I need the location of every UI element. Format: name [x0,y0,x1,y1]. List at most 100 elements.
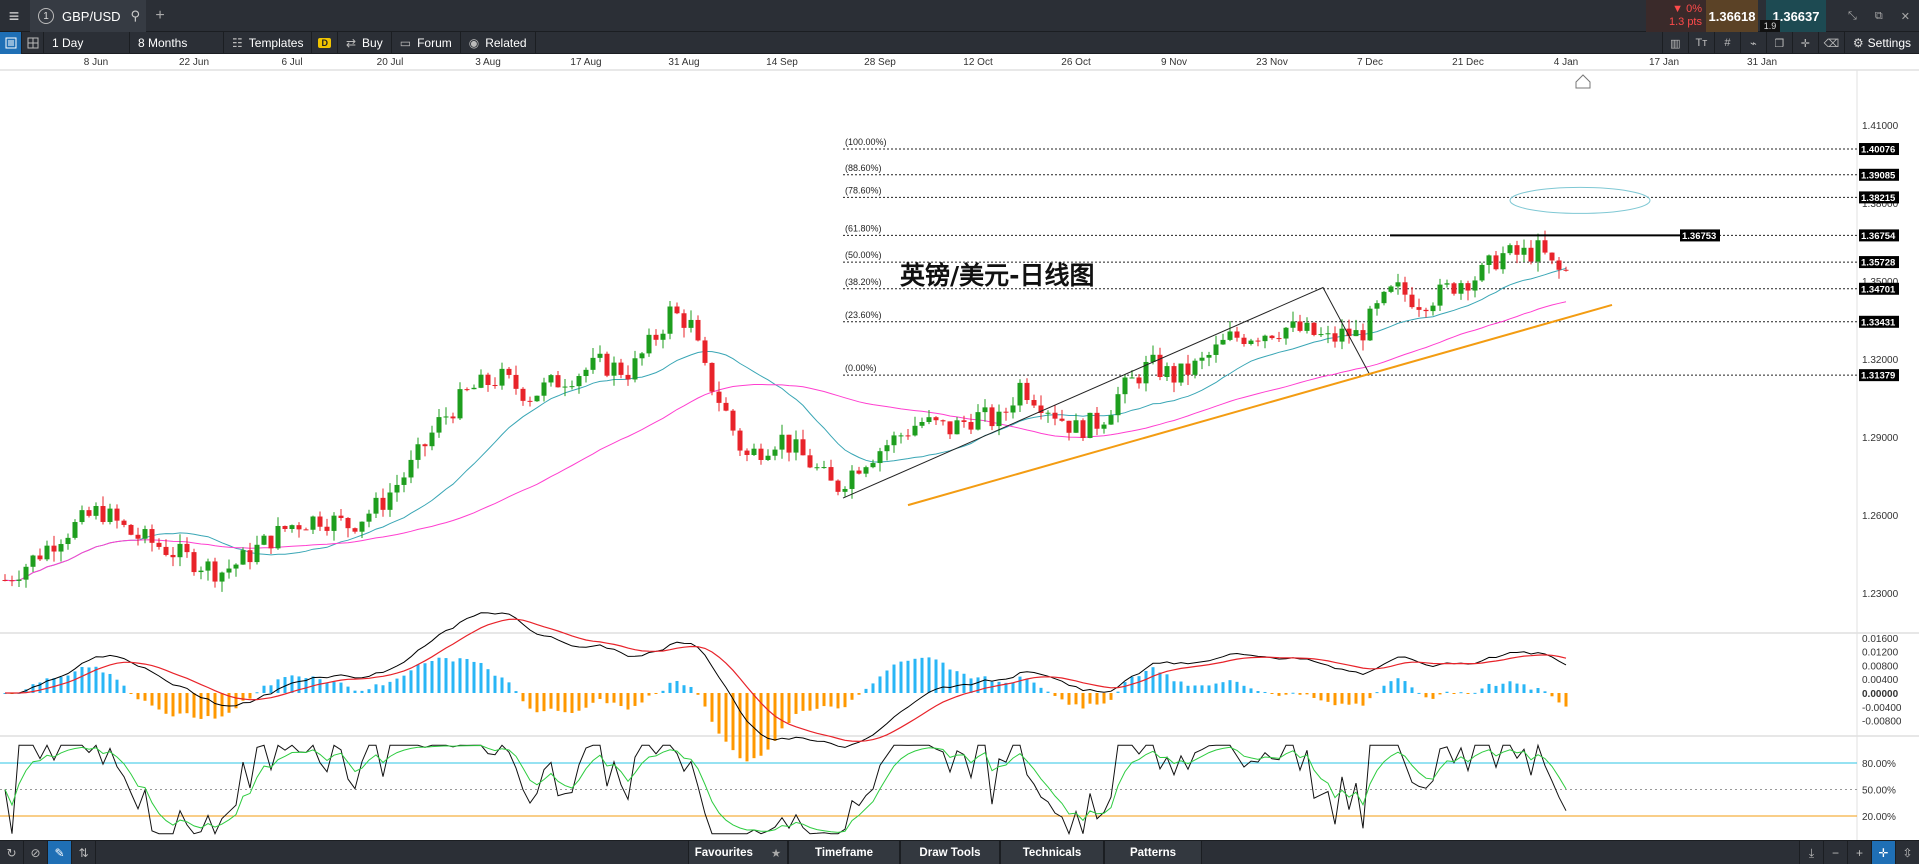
candle-body [1360,330,1366,341]
macd-histogram-bar [1522,684,1526,693]
indicator-icon[interactable]: ⌁ [1739,32,1766,54]
candle-body [1171,366,1177,383]
scroll-marker-icon[interactable] [1575,74,1591,89]
symbol-tab[interactable]: 1 GBP/USD ⚲ [30,0,146,32]
macd-histogram-bar [87,667,91,693]
macd-histogram-bar [311,676,315,693]
interval-select[interactable]: 1 Day [44,31,130,54]
fibonacci-retracement[interactable]: (100.00%) 1.40076 (88.60%) 1.39085 (78.60%) 1… [843,137,1899,382]
macd-histogram-bar [934,659,938,693]
refresh-icon[interactable]: ↻ [0,840,24,864]
candle-body [429,432,435,447]
macd-histogram-bar [717,693,721,734]
macd-histogram-bar [339,682,343,693]
add-tab-icon[interactable]: + [155,7,165,24]
candle-body [1535,240,1541,262]
macd-histogram-bar [1361,693,1365,706]
related-button[interactable]: ◉ Related [461,31,536,54]
y-tick-label: 1.41000 [1862,121,1899,132]
d-badge-button[interactable]: D [312,31,338,54]
chart-area[interactable]: 8 Jun 22 Jun 6 Jul 20 Jul 3 Aug 17 Aug 31 Aug 1… [0,54,1919,840]
candle-body [303,529,309,531]
templates-button[interactable]: ☷ Templates [224,31,313,54]
macd-histogram-bar [584,693,588,708]
fib-price-tag [1859,191,1899,204]
candle-body [702,340,708,363]
export-icon[interactable]: ⤓ [1799,841,1823,864]
list-view-icon[interactable] [0,31,22,54]
macd-histogram-bar [346,686,350,693]
macd-histogram-bar [143,693,147,701]
candle-body [912,425,918,436]
drawn-lines[interactable]: 1.36753 [842,186,1720,507]
macd-histogram-bar [479,662,483,693]
forum-icon: ▭ [399,35,412,50]
close-icon[interactable]: ✕ [1900,10,1910,23]
macd-histogram-bar [332,681,336,693]
macd-histogram-bar [1179,681,1183,693]
block-icon[interactable]: ⊘ [24,840,48,864]
candle-body [499,368,505,386]
candle-body [562,386,568,388]
crosshair-icon[interactable]: ✛ [1791,32,1818,54]
macd-histogram-bar [31,684,35,693]
copy-icon[interactable]: ❐ [1765,32,1792,54]
shrink-icon[interactable]: ⤡ [1848,9,1857,22]
candle-body [9,580,15,582]
text-size-icon[interactable]: Tт [1687,32,1714,54]
candle-body [814,467,820,469]
bid-price-button[interactable]: 1.36618 [1706,0,1758,32]
patterns-tab[interactable]: Patterns [1104,841,1202,864]
macd-histogram-bar [1396,678,1400,693]
x-tick-label: 6 Jul [281,57,302,68]
forum-button[interactable]: ▭ Forum [392,31,461,54]
candle-body [842,488,848,492]
candle-body [730,410,736,431]
x-tick-label: 14 Sep [766,57,798,68]
macd-histogram-bar [1417,692,1421,694]
layout-icon[interactable] [22,31,44,54]
buy-button[interactable]: ⇄ Buy [338,31,392,54]
candle-body [849,470,855,489]
crosshair-mode-icon[interactable]: ✛ [1871,841,1895,864]
sidebar-icon[interactable]: ▥ [1661,32,1688,54]
macd-signal-line [5,618,1567,743]
magnet-icon[interactable]: ⇅ [72,840,96,864]
macd-histogram-bar [290,675,294,693]
macd-histogram-bar [549,693,553,709]
macd-histogram-bar [367,689,371,693]
candle-body [674,306,680,314]
popout-icon[interactable]: ⧉ [1874,9,1883,22]
favourites-tab[interactable]: Favourites ★ [688,841,788,864]
macd-histogram-bar [1333,693,1337,706]
candle-body [51,545,57,552]
macd-histogram-bar [731,693,735,751]
y-tick-label: 1.32000 [1862,355,1899,366]
candle-body [450,416,456,419]
candlesticks [2,230,1569,592]
candle-body [1423,309,1429,312]
candle-body [23,566,29,580]
candle-body [821,467,827,469]
fit-icon[interactable]: ⇳ [1895,841,1919,864]
candle-body [387,492,393,510]
draw-tools-tab[interactable]: Draw Tools [900,841,1000,864]
macd-histogram-bar [213,693,217,719]
candle-body [93,506,99,516]
range-select[interactable]: 8 Months [130,31,224,54]
settings-button[interactable]: ⚙ Settings [1843,32,1919,54]
macd-histogram-bar [248,693,252,699]
zoom-out-icon[interactable]: − [1823,841,1847,864]
technicals-tab[interactable]: Technicals [1000,841,1104,864]
macd-histogram-bar [458,658,462,693]
grid-icon[interactable]: # [1713,32,1740,54]
pencil-icon[interactable]: ✎ [48,840,72,864]
timeframe-tab[interactable]: Timeframe [788,841,900,864]
x-tick-label: 21 Dec [1452,57,1484,68]
tag-icon[interactable]: ⌫ [1817,32,1844,54]
templates-icon: ☷ [232,35,243,50]
zoom-in-icon[interactable]: + [1847,841,1871,864]
search-icon[interactable]: ⚲ [130,8,140,23]
menu-icon[interactable]: ≡ [8,5,20,26]
macd-histogram-bar [38,682,42,693]
